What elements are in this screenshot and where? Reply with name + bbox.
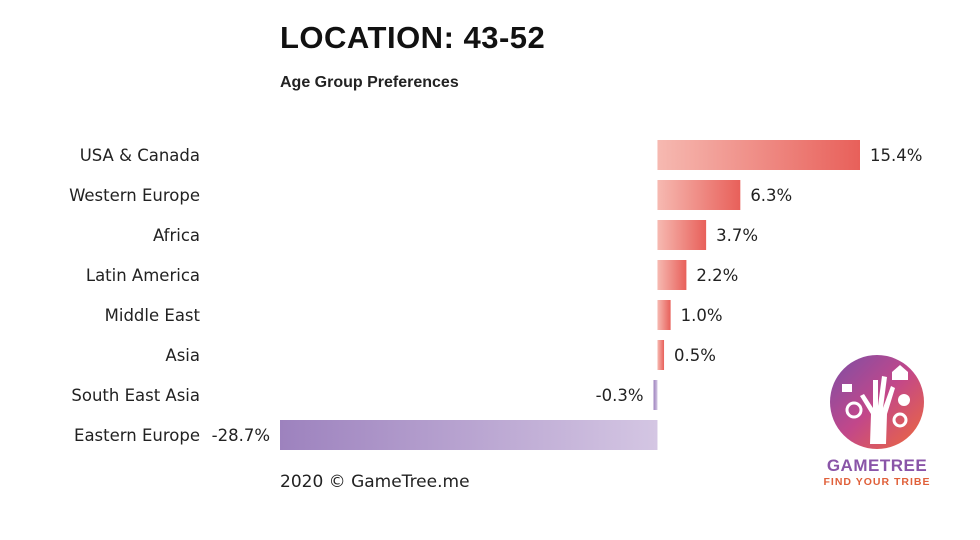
bar — [657, 220, 707, 250]
logo-tagline: FIND YOUR TRIBE — [823, 476, 931, 488]
value-label: 1.0% — [681, 306, 723, 325]
bar — [657, 260, 687, 290]
chart-title: LOCATION: 43-52 — [280, 20, 546, 55]
gametree-logo: GAMETREE FIND YOUR TRIBE — [822, 352, 932, 492]
category-label: Asia — [165, 346, 200, 365]
category-label: Western Europe — [69, 186, 200, 205]
value-label: -28.7% — [212, 426, 270, 445]
bar — [657, 300, 671, 330]
value-label: -0.3% — [596, 386, 644, 405]
value-label: 3.7% — [716, 226, 758, 245]
category-label: Africa — [153, 226, 200, 245]
bar — [657, 340, 665, 370]
bar — [657, 180, 741, 210]
gametree-logo-icon — [830, 355, 924, 449]
bar — [280, 420, 658, 450]
category-label: Latin America — [86, 266, 200, 285]
bar — [653, 380, 658, 410]
value-label: 15.4% — [870, 146, 922, 165]
category-label: USA & Canada — [80, 146, 200, 165]
value-label: 6.3% — [750, 186, 792, 205]
category-label: Middle East — [105, 306, 201, 325]
value-label: 2.2% — [696, 266, 738, 285]
logo-name: GAMETREE — [826, 456, 928, 475]
value-label: 0.5% — [674, 346, 716, 365]
chart-subtitle: Age Group Preferences — [280, 74, 459, 91]
copyright-footer: 2020 © GameTree.me — [280, 472, 470, 492]
category-label: Eastern Europe — [74, 426, 200, 445]
category-label: South East Asia — [71, 386, 200, 405]
bar — [657, 140, 860, 170]
